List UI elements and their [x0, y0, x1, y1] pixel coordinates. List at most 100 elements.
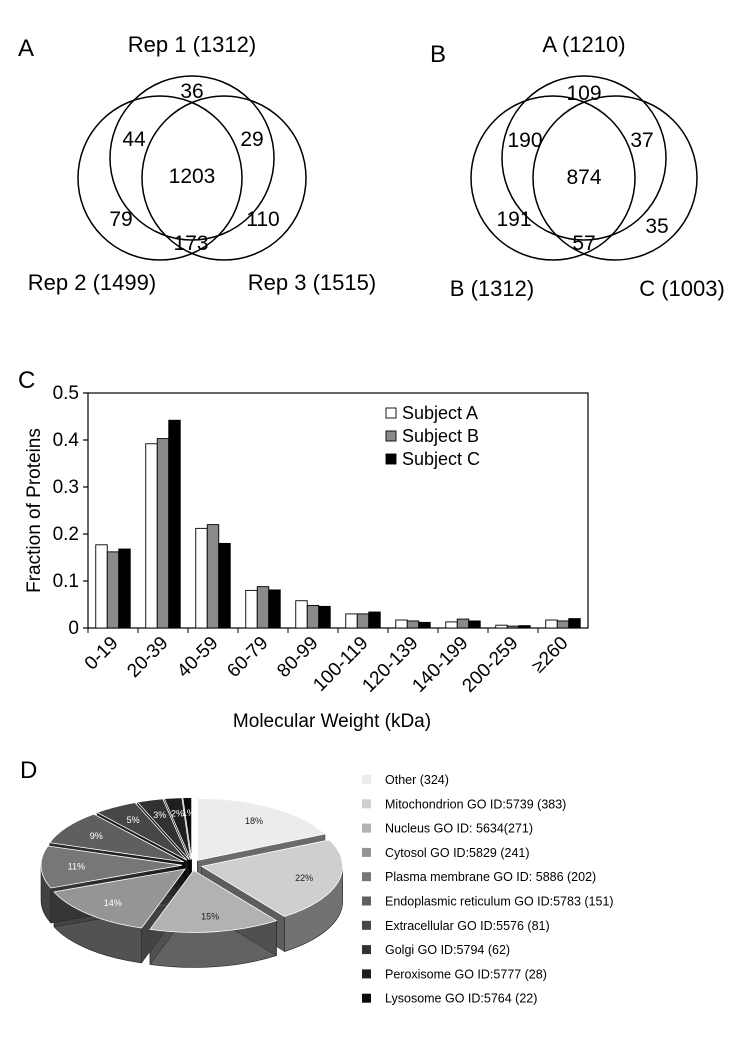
pie-pct-nucleus-go-id-5634-271: 15%: [201, 911, 219, 921]
y-tick-label: 0.1: [53, 571, 79, 592]
pie-legend-swatch-mitochondrion-go-id-5739-383: [362, 799, 371, 809]
molecular-weight-bar-chart: 00.10.20.30.40.50-19 20-39 40-59 60-79 80-99…: [24, 383, 589, 732]
pie-legend-swatch-cytosol-go-id-5829-241: [362, 847, 371, 857]
venn-b-circle-c: [532, 95, 698, 261]
venn-b-set-a: A (1210): [542, 32, 625, 57]
bar-subject-b-0-19: [106, 551, 120, 629]
pie-legend-label-peroxisome-go-id-5777-28: Peroxisome GO ID:5777 (28): [385, 967, 547, 981]
pie-slice-golgi-go-id-5794-62: [136, 798, 190, 860]
bar-subject-a-100-119: [345, 613, 358, 629]
bar-subject-a-0-19: [95, 544, 108, 629]
pie-legend-label-other-324: Other (324): [385, 773, 449, 787]
pie-legend-swatch-endoplasmic-reticulum-go-id-5783-151: [362, 896, 371, 906]
venn-a-region-bottom: 173: [173, 232, 208, 255]
x-tick-label: 60-79: [223, 633, 272, 682]
bar-subject-c-40-59: [218, 542, 231, 629]
venn-a-circle-rep1: [109, 75, 275, 241]
bar-subject-c-140-199: [468, 620, 481, 629]
y-axis-title: Fraction of Proteins: [24, 428, 45, 593]
panel-letter-d: D: [20, 757, 37, 784]
panel-letter-c: C: [18, 367, 35, 394]
pie-legend-label-plasma-membrane-go-id-5886-202: Plasma membrane GO ID: 5886 (202): [385, 870, 596, 884]
pie-legend-label-lysosome-go-id-5764-22: Lysosome GO ID:5764 (22): [385, 992, 537, 1006]
venn-b-region-top-right: 37: [630, 129, 653, 152]
pie-legend-swatch-nucleus-go-id-5634-271: [362, 823, 371, 833]
pie-legend-label-mitochondrion-go-id-5739-383: Mitochondrion GO ID:5739 (383): [385, 797, 566, 811]
pie-legend-swatch-lysosome-go-id-5764-22: [362, 993, 371, 1003]
x-axis-title: Molecular Weight (kDa): [233, 711, 431, 732]
x-tick-label: 40-59: [173, 633, 222, 682]
pie-legend-label-cytosol-go-id-5829-241: Cytosol GO ID:5829 (241): [385, 846, 530, 860]
pie-legend: Other (324) Mitochondrion GO ID:5739 (383…: [362, 773, 614, 1006]
venn-a-set-rep3: Rep 3 (1515): [248, 270, 376, 295]
pie-pct-extracellular-go-id-5576-81: 5%: [127, 815, 140, 825]
venn-b-set-c: C (1003): [639, 276, 725, 301]
venn-panel-a: A Rep 1 (1312) Rep 2 (1499) Rep 3 (1515)…: [18, 32, 376, 295]
y-tick-label: 0: [68, 618, 79, 639]
pie-pct-plasma-membrane-go-id-5886-202: 11%: [68, 862, 85, 872]
bar-subject-a-80-99: [295, 600, 308, 629]
pie-pct-mitochondrion-go-id-5739-383: 22%: [295, 873, 313, 883]
legend-swatch-subject-a: [385, 407, 397, 419]
pie-chart-panel-d: D 18% 22% 15% 14% 11% 9% 5% 3% 2%1% Other (324) M…: [20, 757, 614, 1006]
bar-subject-b-100-119: [356, 613, 370, 629]
pie-legend-swatch-peroxisome-go-id-5777-28: [362, 969, 371, 979]
bar-subject-a-20-39: [145, 443, 158, 629]
pie-legend-label-golgi-go-id-5794-62: Golgi GO ID:5794 (62): [385, 943, 510, 957]
venn-b-region-right: 35: [645, 215, 668, 238]
bar-subject-b-260: [556, 620, 570, 629]
pie-slice-extracellular-go-id-5576-81: [96, 802, 188, 861]
bar-subject-b-200-259: [506, 625, 520, 629]
x-tick-label: 200-259: [458, 633, 522, 697]
legend-label-subject-c: Subject C: [402, 449, 480, 469]
pie-pct-other-324: 18%: [245, 816, 263, 826]
bar-subject-a-120-139: [395, 619, 408, 629]
bar-subject-b-120-139: [406, 620, 420, 629]
x-tick-label: 0-19: [81, 633, 123, 675]
pie-slice-other-324: [196, 797, 326, 861]
legend-label-subject-b: Subject B: [402, 426, 479, 446]
venn-a-region-top-right: 29: [240, 128, 263, 151]
pie-slice-plasma-membrane-go-id-5886-202: [40, 845, 183, 889]
venn-b-region-top-left: 190: [507, 129, 542, 152]
bar-subject-b-140-199: [456, 618, 470, 629]
pie-pct-lysosome-go-id-5764-22: 1%: [182, 808, 195, 818]
bar-subject-c-0-19: [118, 548, 131, 629]
venn-b-circle-a: [501, 75, 667, 241]
venn-b-circle-b: [470, 95, 636, 261]
bar-subject-b-40-59: [206, 524, 220, 629]
x-tick-label: 20-39: [123, 633, 172, 682]
y-tick-label: 0.4: [53, 430, 80, 451]
y-tick-label: 0.2: [53, 524, 79, 545]
venn-a-circle-rep3: [141, 95, 307, 261]
venn-a-region-top-left: 44: [122, 128, 146, 151]
pie-legend-swatch-extracellular-go-id-5576-81: [362, 920, 371, 930]
pie-pct-cytosol-go-id-5829-241: 14%: [104, 898, 122, 908]
venn-b-region-left: 191: [496, 208, 531, 231]
bar-subject-c-260: [568, 618, 581, 629]
bar-subject-a-260: [545, 619, 558, 629]
venn-panel-b: B A (1210) B (1312) C (1003) 109 190 37 …: [430, 32, 725, 301]
pie-legend-swatch-golgi-go-id-5794-62: [362, 945, 371, 955]
y-tick-label: 0.3: [53, 477, 79, 498]
bar-subject-c-200-259: [518, 625, 531, 629]
venn-a-set-rep2: Rep 2 (1499): [28, 270, 156, 295]
panel-letter-b: B: [430, 41, 446, 68]
venn-a-region-center: 1203: [169, 165, 216, 188]
panel-letter-a: A: [18, 35, 34, 62]
x-tick-label: ≥260: [528, 633, 573, 678]
bar-subject-a-60-79: [245, 589, 258, 629]
pie-legend-label-extracellular-go-id-5576-81: Extracellular GO ID:5576 (81): [385, 919, 550, 933]
venn-a-region-left: 79: [109, 208, 132, 231]
pie-legend-swatch-other-324: [362, 775, 371, 784]
bar-subject-b-20-39: [156, 438, 170, 629]
bar-subject-a-40-59: [195, 527, 208, 629]
venn-b-set-b: B (1312): [450, 276, 534, 301]
bar-chart-panel-c: C 00.10.20.30.40.50-19 20-39 40-59 60-79 80-…: [18, 367, 589, 732]
pie-pct-golgi-go-id-5794-62: 3%: [153, 810, 166, 820]
legend-label-subject-a: Subject A: [402, 403, 478, 423]
pie-pct-endoplasmic-reticulum-go-id-5783-151: 9%: [90, 831, 103, 841]
pie-legend-swatch-plasma-membrane-go-id-5886-202: [362, 872, 371, 882]
venn-a-circle-rep2: [77, 95, 243, 261]
